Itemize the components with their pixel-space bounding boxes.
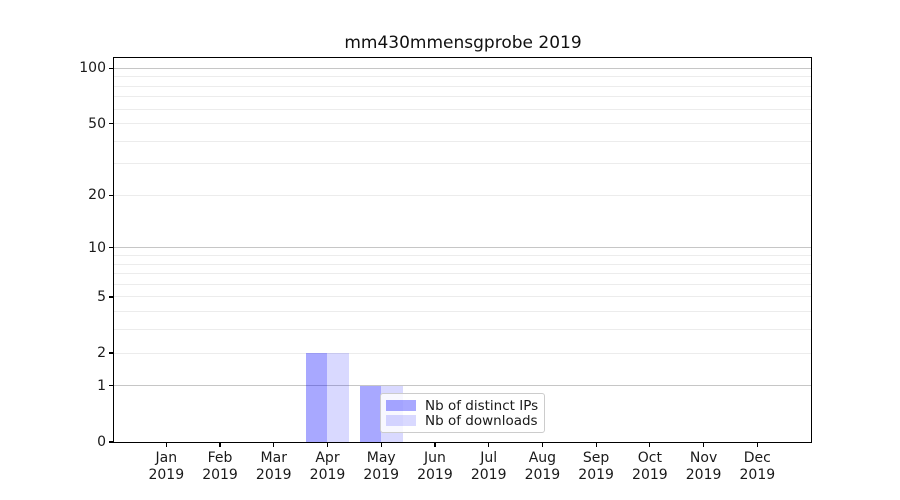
x-tick-label-jan: Jan 2019	[134, 450, 198, 484]
x-tick	[488, 443, 490, 448]
left-spine	[112, 57, 114, 444]
legend-label-downloads: Nb of downloads	[425, 412, 538, 429]
x-tick-month: Apr	[315, 450, 340, 466]
y-tick	[108, 352, 113, 354]
x-tick-month: Jun	[424, 450, 446, 466]
bar-apr-series0	[305, 353, 328, 442]
minor-gridline	[114, 96, 811, 98]
x-tick-month: Jul	[480, 450, 498, 466]
minor-gridline	[114, 352, 811, 354]
bottom-spine	[112, 442, 813, 444]
y-tick	[108, 194, 113, 197]
minor-gridline	[114, 76, 811, 78]
minor-gridline	[114, 263, 811, 265]
y-tick	[108, 67, 113, 69]
major-gridline	[114, 247, 811, 249]
minor-gridline	[114, 255, 811, 257]
x-tick	[165, 443, 167, 448]
x-tick	[541, 443, 543, 448]
minor-gridline	[114, 296, 811, 298]
x-tick-label-aug: Aug 2019	[510, 450, 574, 484]
major-gridline	[114, 385, 811, 387]
y-tick-label-0: 0	[97, 434, 106, 450]
x-tick-year: 2019	[202, 467, 238, 483]
y-tick-label-10: 10	[88, 239, 106, 256]
x-tick-label-may: May 2019	[349, 450, 413, 484]
minor-gridline	[114, 108, 811, 110]
minor-gridline	[114, 329, 811, 331]
x-tick-year: 2019	[632, 467, 668, 483]
minor-gridline	[114, 273, 811, 275]
x-tick-label-dec: Dec 2019	[725, 450, 789, 484]
y-tick-label-2: 2	[97, 345, 106, 362]
x-tick-month: Dec	[743, 450, 771, 466]
x-tick-month: Jan	[155, 450, 178, 466]
major-gridline	[114, 67, 811, 69]
x-tick	[326, 443, 329, 448]
x-tick-month: May	[366, 450, 396, 466]
x-tick-month: Sep	[582, 450, 610, 466]
x-tick	[434, 443, 436, 448]
x-tick-label-nov: Nov 2019	[672, 450, 736, 484]
bar-apr-series1	[327, 353, 349, 442]
x-tick-year: 2019	[685, 467, 722, 483]
bar-may-series0	[359, 385, 382, 442]
minor-gridline	[114, 140, 811, 142]
right-spine	[811, 57, 813, 444]
top-spine	[112, 57, 813, 59]
x-tick-label-jun: Jun 2019	[403, 450, 467, 484]
x-tick-year: 2019	[363, 467, 400, 483]
x-tick-label-feb: Feb 2019	[188, 450, 252, 484]
x-tick-year: 2019	[309, 467, 346, 483]
legend-swatch-downloads	[386, 415, 416, 426]
y-tick	[108, 296, 113, 298]
legend: Nb of distinct IPs Nb of downloads	[380, 393, 545, 433]
x-tick-month: Feb	[207, 450, 233, 466]
x-tick-year: 2019	[470, 467, 507, 483]
legend-row-distinct-ips: Nb of distinct IPs	[386, 397, 539, 414]
minor-gridline	[114, 311, 811, 313]
minor-gridline	[114, 194, 811, 196]
x-tick	[649, 443, 651, 448]
x-tick-month: Oct	[637, 450, 662, 466]
y-tick-label-1: 1	[97, 377, 106, 394]
x-tick-month: Aug	[528, 450, 557, 466]
x-tick	[756, 443, 758, 448]
x-tick-label-mar: Mar 2019	[242, 450, 306, 484]
y-tick	[108, 247, 113, 249]
x-tick-month: Nov	[689, 450, 718, 466]
x-tick	[595, 443, 597, 448]
x-tick	[219, 443, 221, 448]
y-tick	[108, 441, 113, 443]
y-tick	[108, 385, 113, 387]
chart-title: mm430mmensgprobe 2019	[344, 33, 582, 53]
minor-gridline	[114, 283, 811, 285]
x-tick-label-jul: Jul 2019	[457, 450, 521, 484]
x-tick-year: 2019	[148, 467, 185, 483]
legend-swatch-distinct-ips	[386, 400, 416, 411]
x-tick-year: 2019	[578, 467, 614, 483]
x-tick-label-oct: Oct 2019	[618, 450, 682, 484]
x-tick-label-apr: Apr 2019	[295, 450, 359, 484]
x-tick-year: 2019	[255, 467, 292, 483]
x-tick	[273, 443, 275, 448]
x-tick-label-sep: Sep 2019	[564, 450, 628, 484]
x-tick-year: 2019	[739, 467, 776, 483]
x-tick	[380, 443, 382, 448]
minor-gridline	[114, 123, 811, 125]
minor-gridline	[114, 163, 811, 165]
minor-gridline	[114, 85, 811, 87]
y-tick	[108, 123, 113, 125]
x-tick-month: Mar	[260, 450, 287, 466]
x-tick-year: 2019	[524, 467, 561, 483]
legend-label-distinct-ips: Nb of distinct IPs	[425, 397, 539, 414]
y-tick-label-100: 100	[79, 60, 106, 77]
x-tick	[703, 443, 705, 448]
y-tick-label-50: 50	[88, 115, 106, 132]
y-tick-label-20: 20	[88, 187, 106, 204]
y-tick-label-5: 5	[97, 288, 106, 305]
legend-row-downloads: Nb of downloads	[386, 412, 538, 429]
x-tick-year: 2019	[417, 467, 453, 483]
